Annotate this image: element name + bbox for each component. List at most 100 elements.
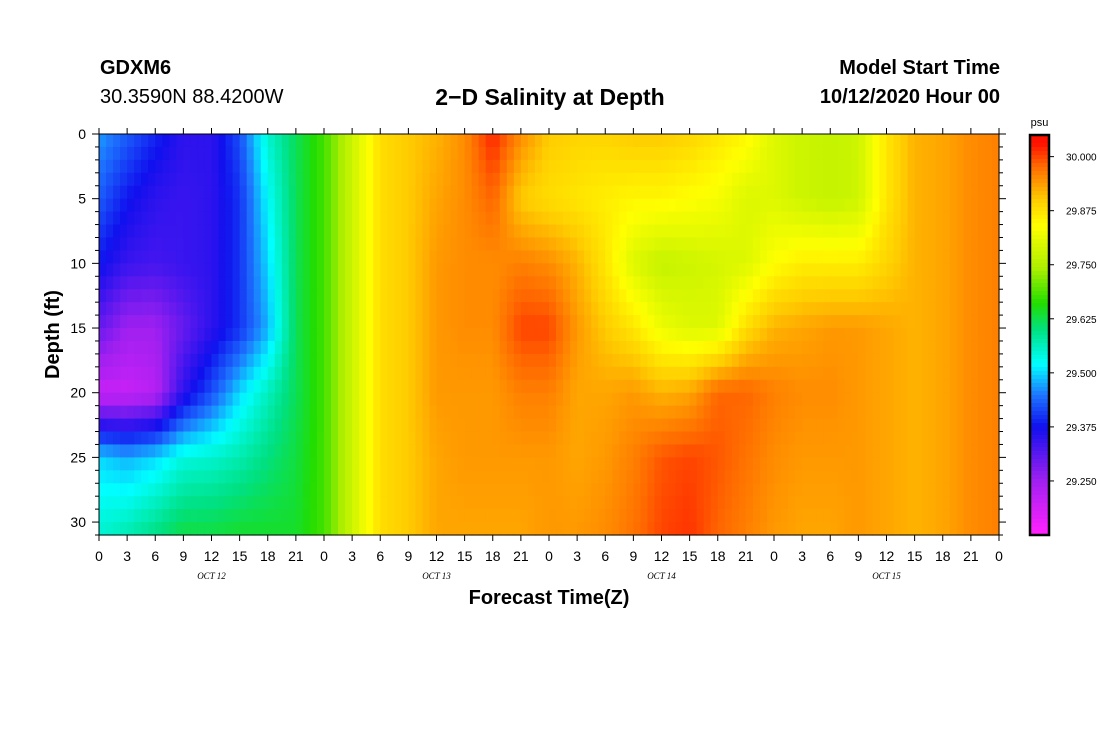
heatmap-cell	[127, 224, 135, 239]
heatmap-cell	[816, 483, 824, 497]
heatmap-cell	[809, 366, 817, 381]
heatmap-cell	[977, 366, 986, 381]
heatmap-cell	[745, 328, 754, 342]
heatmap-cell	[949, 172, 958, 187]
colorbar-cell	[1030, 327, 1049, 332]
heatmap-cell	[647, 328, 656, 342]
heatmap-cell	[668, 250, 677, 264]
heatmap-cell	[907, 457, 916, 471]
heatmap-cell	[218, 366, 227, 381]
heatmap-cell	[914, 263, 923, 277]
heatmap-cell	[387, 470, 395, 484]
heatmap-cell	[324, 289, 332, 303]
heatmap-cell	[675, 146, 684, 161]
heatmap-cell	[309, 379, 318, 394]
heatmap-cell	[703, 276, 712, 290]
heatmap-cell	[204, 496, 213, 510]
heatmap-cell	[359, 250, 367, 264]
heatmap-cell	[696, 457, 705, 471]
heatmap-cell	[295, 340, 304, 355]
colorbar-cell	[1030, 387, 1049, 392]
heatmap-cell	[802, 353, 810, 368]
heatmap-cell	[795, 250, 803, 264]
colorbar-cell	[1030, 367, 1049, 372]
heatmap-cell	[457, 366, 466, 381]
heatmap-cell	[394, 302, 402, 316]
heatmap-cell	[499, 185, 508, 200]
heatmap-cell	[534, 276, 543, 290]
heatmap-cell	[99, 496, 107, 510]
heatmap-cell	[527, 237, 536, 252]
heatmap-cell	[288, 250, 297, 264]
heatmap-cell	[239, 159, 248, 174]
heatmap-cell	[302, 340, 311, 355]
heatmap-cell	[380, 496, 388, 510]
heatmap-cell	[380, 276, 388, 290]
heatmap-cell	[324, 263, 332, 277]
heatmap-cell	[731, 444, 740, 458]
heatmap-cell	[549, 353, 557, 368]
heatmap-cell	[253, 379, 262, 394]
heatmap-cell	[731, 522, 740, 536]
heatmap-cell	[970, 237, 979, 252]
heatmap-cell	[591, 276, 599, 290]
heatmap-cell	[633, 134, 642, 148]
heatmap-cell	[113, 522, 121, 536]
heatmap-cell	[949, 159, 958, 174]
heatmap-cell	[324, 237, 332, 252]
heatmap-cell	[520, 146, 529, 161]
heatmap-cell	[450, 211, 459, 226]
heatmap-cell	[886, 237, 895, 252]
heatmap-cell	[211, 353, 220, 368]
heatmap-cell	[942, 444, 951, 458]
heatmap-cell	[689, 328, 698, 342]
heatmap-cell	[717, 328, 726, 342]
heatmap-cell	[851, 159, 859, 174]
heatmap-cell	[422, 392, 431, 407]
heatmap-cell	[661, 392, 670, 407]
heatmap-cell	[893, 134, 902, 148]
heatmap-cell	[823, 263, 831, 277]
heatmap-cell	[879, 159, 888, 174]
heatmap-cell	[956, 185, 965, 200]
heatmap-cell	[921, 470, 930, 484]
heatmap-cell	[120, 470, 128, 484]
heatmap-cell	[302, 172, 311, 187]
colorbar-cell	[1030, 423, 1049, 428]
heatmap-cell	[633, 522, 642, 536]
heatmap-cell	[563, 353, 571, 368]
heatmap-cell	[99, 289, 107, 303]
heatmap-cell	[450, 353, 459, 368]
heatmap-cell	[612, 289, 620, 303]
heatmap-cell	[591, 444, 599, 458]
axes: 0 3 6 9 12 15 18 21 0 3 6 9 12 15 18 21 0 3 6 9 12 15 18 21 0 3 6 9…	[70, 126, 1006, 581]
heatmap-cell	[928, 340, 937, 355]
heatmap-cell	[316, 328, 325, 342]
heatmap-cell	[99, 211, 107, 226]
heatmap-cell	[991, 211, 1000, 226]
heatmap-cell	[991, 289, 1000, 303]
heatmap-cell	[689, 366, 698, 381]
heatmap-cell	[865, 444, 874, 458]
heatmap-cell	[331, 340, 339, 355]
heatmap-cell	[288, 483, 297, 497]
heatmap-cell	[345, 237, 353, 252]
heatmap-cell	[190, 470, 199, 484]
heatmap-cell	[436, 328, 445, 342]
heatmap-cell	[506, 328, 515, 342]
heatmap-cell	[689, 302, 698, 316]
heatmap-cell	[682, 172, 691, 187]
heatmap-cell	[295, 483, 304, 497]
heatmap-cell	[788, 211, 796, 226]
heatmap-cell	[239, 496, 248, 510]
heatmap-cell	[858, 470, 867, 484]
heatmap-cell	[218, 276, 227, 290]
heatmap-cell	[668, 237, 677, 252]
heatmap-cell	[956, 289, 965, 303]
heatmap-cell	[710, 134, 719, 148]
heatmap-cell	[809, 289, 817, 303]
heatmap-cell	[549, 237, 557, 252]
colorbar-cell	[1030, 507, 1049, 512]
heatmap-cell	[619, 366, 627, 381]
heatmap-cell	[331, 302, 339, 316]
